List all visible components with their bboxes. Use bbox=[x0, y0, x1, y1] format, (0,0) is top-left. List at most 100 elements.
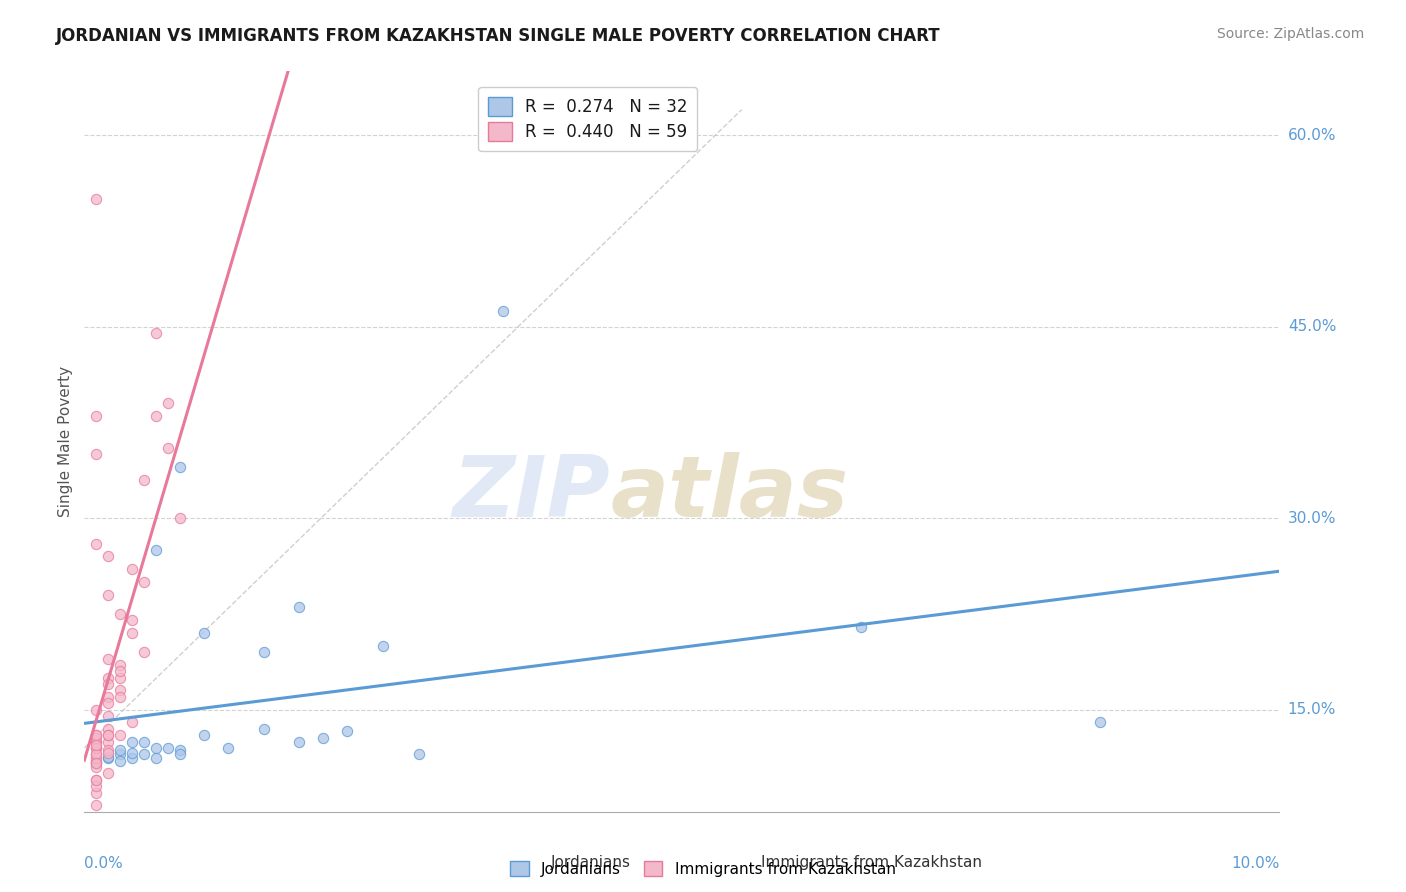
Point bbox=[110, 657, 132, 672]
Point bbox=[97, 766, 120, 780]
Point bbox=[97, 746, 120, 760]
Point bbox=[86, 447, 108, 461]
Point bbox=[145, 740, 167, 755]
Point bbox=[121, 626, 143, 640]
Point bbox=[86, 728, 108, 742]
Point bbox=[86, 739, 108, 753]
Point bbox=[145, 751, 167, 765]
Point bbox=[97, 749, 120, 764]
Point bbox=[86, 760, 108, 774]
Point bbox=[97, 651, 120, 665]
Point bbox=[97, 588, 120, 602]
Point bbox=[97, 677, 120, 691]
Point bbox=[132, 734, 156, 748]
Point bbox=[145, 409, 167, 423]
Text: JORDANIAN VS IMMIGRANTS FROM KAZAKHSTAN SINGLE MALE POVERTY CORRELATION CHART: JORDANIAN VS IMMIGRANTS FROM KAZAKHSTAN … bbox=[56, 27, 941, 45]
Point bbox=[86, 751, 108, 765]
Point bbox=[86, 754, 108, 768]
Point bbox=[110, 690, 132, 704]
Point bbox=[86, 703, 108, 717]
Legend: Jordanians, Immigrants from Kazakhstan: Jordanians, Immigrants from Kazakhstan bbox=[503, 853, 903, 884]
Point bbox=[312, 731, 335, 745]
Point bbox=[132, 645, 156, 659]
Point bbox=[121, 746, 143, 760]
Point bbox=[86, 536, 108, 550]
Text: Jordanians: Jordanians bbox=[551, 855, 630, 870]
Point bbox=[145, 543, 167, 558]
Point bbox=[492, 304, 515, 318]
Point bbox=[110, 607, 132, 621]
Point bbox=[86, 740, 108, 755]
Point bbox=[86, 756, 108, 771]
Point bbox=[132, 473, 156, 487]
Text: atlas: atlas bbox=[610, 452, 848, 535]
Text: 60.0%: 60.0% bbox=[1288, 128, 1336, 143]
Point bbox=[851, 620, 873, 634]
Point bbox=[408, 747, 430, 762]
Point bbox=[121, 751, 143, 765]
Point bbox=[97, 709, 120, 723]
Point bbox=[169, 460, 191, 475]
Text: 15.0%: 15.0% bbox=[1288, 702, 1336, 717]
Point bbox=[110, 683, 132, 698]
Point bbox=[86, 756, 108, 771]
Point bbox=[86, 747, 108, 762]
Point bbox=[253, 722, 276, 736]
Point bbox=[86, 731, 108, 745]
Point bbox=[373, 639, 395, 653]
Point bbox=[110, 671, 132, 685]
Point bbox=[97, 696, 120, 710]
Point bbox=[121, 734, 143, 748]
Point bbox=[86, 779, 108, 793]
Text: Source: ZipAtlas.com: Source: ZipAtlas.com bbox=[1216, 27, 1364, 41]
Point bbox=[288, 600, 311, 615]
Point bbox=[86, 798, 108, 813]
Point bbox=[86, 734, 108, 748]
Point bbox=[169, 511, 191, 525]
Point bbox=[97, 743, 120, 757]
Point bbox=[86, 740, 108, 755]
Point bbox=[169, 747, 191, 762]
Point bbox=[169, 743, 191, 757]
Point bbox=[121, 562, 143, 576]
Text: ZIP: ZIP bbox=[453, 452, 610, 535]
Text: 45.0%: 45.0% bbox=[1288, 319, 1336, 334]
Text: Immigrants from Kazakhstan: Immigrants from Kazakhstan bbox=[761, 855, 983, 870]
Point bbox=[86, 192, 108, 206]
Point bbox=[86, 772, 108, 787]
Text: 10.0%: 10.0% bbox=[1232, 856, 1279, 871]
Point bbox=[97, 751, 120, 765]
Point bbox=[86, 409, 108, 423]
Point bbox=[110, 743, 132, 757]
Point bbox=[86, 734, 108, 748]
Point bbox=[97, 728, 120, 742]
Point bbox=[110, 754, 132, 768]
Point bbox=[97, 549, 120, 564]
Point bbox=[86, 747, 108, 762]
Point bbox=[1090, 715, 1112, 730]
Point bbox=[110, 747, 132, 762]
Point bbox=[121, 715, 143, 730]
Point bbox=[97, 671, 120, 685]
Point bbox=[193, 626, 215, 640]
Point bbox=[288, 734, 311, 748]
Point bbox=[86, 728, 108, 742]
Point bbox=[193, 728, 215, 742]
Point bbox=[145, 326, 167, 340]
Point bbox=[110, 665, 132, 679]
Point bbox=[132, 747, 156, 762]
Point bbox=[157, 396, 180, 410]
Legend: R =  0.274   N = 32, R =  0.440   N = 59: R = 0.274 N = 32, R = 0.440 N = 59 bbox=[478, 87, 697, 152]
Y-axis label: Single Male Poverty: Single Male Poverty bbox=[58, 366, 73, 517]
Point bbox=[97, 722, 120, 736]
Point bbox=[86, 756, 108, 771]
Text: 0.0%: 0.0% bbox=[84, 856, 124, 871]
Point bbox=[97, 728, 120, 742]
Point bbox=[132, 574, 156, 589]
Point bbox=[97, 690, 120, 704]
Point bbox=[157, 441, 180, 455]
Point bbox=[97, 734, 120, 748]
Point bbox=[217, 740, 239, 755]
Point bbox=[110, 728, 132, 742]
Point bbox=[86, 772, 108, 787]
